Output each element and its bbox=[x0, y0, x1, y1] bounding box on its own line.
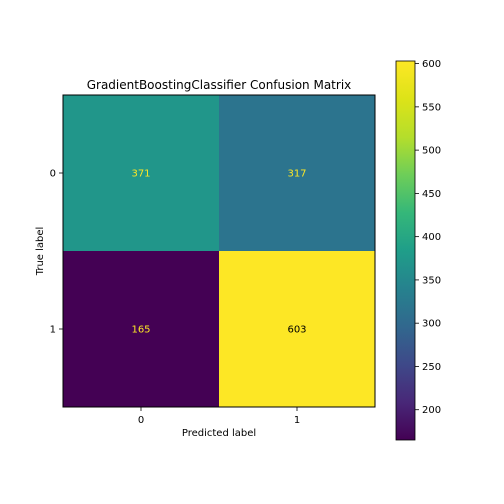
colorbar: 200 250 300 350 400 450 500 550 600 bbox=[395, 59, 441, 441]
axis-ticks: 0 1 0 1 bbox=[50, 169, 301, 427]
cell-value-label: 603 bbox=[287, 325, 306, 336]
heatmap-cells: 371 317 165 603 bbox=[63, 95, 375, 407]
colorbar-tick-label: 350 bbox=[422, 275, 441, 286]
cell-value-label: 165 bbox=[131, 325, 150, 336]
cell-value-label: 317 bbox=[287, 169, 306, 180]
x-axis-label: Predicted label bbox=[182, 428, 256, 439]
colorbar-tick-label: 300 bbox=[422, 319, 441, 330]
heatmap-cell bbox=[219, 251, 375, 407]
colorbar-tick-label: 250 bbox=[422, 362, 441, 373]
y-axis-label: True label bbox=[35, 227, 46, 277]
colorbar-tick-label: 200 bbox=[422, 405, 441, 416]
heatmap-cell bbox=[219, 95, 375, 251]
x-tick-label: 0 bbox=[138, 415, 144, 426]
colorbar-ticks: 200 250 300 350 400 450 500 550 600 bbox=[415, 59, 441, 416]
heatmap-cell bbox=[63, 251, 219, 407]
chart-title: GradientBoostingClassifier Confusion Mat… bbox=[87, 78, 352, 92]
colorbar-tick-label: 600 bbox=[422, 59, 441, 70]
heatmap-cell bbox=[63, 95, 219, 251]
colorbar-tick-label: 450 bbox=[422, 189, 441, 200]
y-tick-label: 1 bbox=[50, 325, 56, 336]
cell-value-label: 371 bbox=[131, 169, 150, 180]
colorbar-tick-label: 500 bbox=[422, 146, 441, 157]
colorbar-gradient bbox=[395, 60, 416, 441]
x-tick-label: 1 bbox=[294, 415, 300, 426]
plot-frame bbox=[62, 94, 376, 408]
y-tick-label: 0 bbox=[50, 169, 56, 180]
colorbar-tick-label: 400 bbox=[422, 232, 441, 243]
colorbar-tick-label: 550 bbox=[422, 102, 441, 113]
